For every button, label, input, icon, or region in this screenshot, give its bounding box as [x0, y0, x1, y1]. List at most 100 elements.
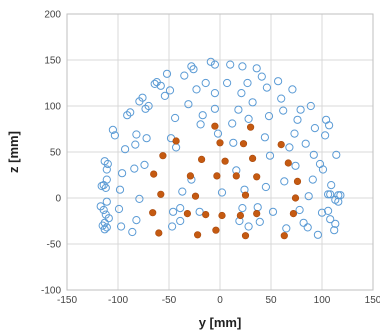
filled-point	[194, 231, 202, 239]
open-point	[210, 60, 219, 69]
open-point	[118, 169, 127, 178]
open-point	[140, 160, 149, 169]
open-point	[317, 208, 327, 217]
open-circle-series	[96, 57, 345, 239]
open-point	[168, 222, 177, 231]
open-point	[210, 89, 219, 98]
x-tick-labels: -150 -100 -50 0 50 100 150	[57, 295, 380, 306]
filled-point	[241, 232, 250, 240]
open-point	[288, 85, 297, 94]
open-point	[100, 218, 109, 227]
open-point	[115, 185, 125, 194]
filled-point	[149, 209, 157, 217]
x-tick-label: -150	[57, 295, 77, 306]
open-point	[299, 218, 308, 227]
open-point	[142, 134, 151, 143]
filled-point	[211, 122, 219, 130]
open-point	[327, 181, 336, 190]
open-point	[172, 143, 181, 152]
open-point	[325, 121, 334, 130]
open-point	[308, 175, 317, 184]
open-point	[184, 100, 193, 109]
open-point	[252, 64, 261, 73]
open-point	[318, 165, 328, 174]
filled-point	[239, 140, 248, 148]
filled-point	[202, 211, 210, 219]
open-point	[285, 143, 294, 152]
open-point	[99, 205, 108, 215]
open-point	[108, 125, 118, 134]
filled-point	[150, 170, 158, 178]
open-point	[326, 215, 335, 224]
open-point	[104, 214, 113, 223]
plot-area-border	[66, 13, 374, 291]
open-point	[160, 91, 169, 101]
filled-point	[183, 210, 191, 218]
filled-point	[191, 192, 200, 200]
open-point	[310, 124, 319, 133]
y-axis-title: z [mm]	[6, 131, 21, 173]
open-point	[255, 217, 264, 226]
open-point	[331, 219, 340, 228]
open-point	[261, 182, 270, 192]
open-point	[295, 205, 304, 215]
open-point	[268, 207, 278, 216]
open-point	[301, 139, 310, 148]
open-point	[262, 83, 271, 92]
open-point	[114, 204, 124, 214]
open-point	[326, 190, 335, 199]
open-point	[130, 164, 139, 173]
open-point	[244, 222, 253, 231]
open-point	[180, 71, 189, 80]
open-point	[253, 203, 262, 212]
open-point	[248, 98, 257, 107]
x-tick-label: 0	[217, 295, 223, 306]
open-point	[138, 93, 147, 102]
open-point	[121, 145, 130, 154]
open-point	[196, 120, 205, 129]
x-axis-title: y [mm]	[199, 315, 242, 330]
open-point	[223, 78, 232, 88]
open-point	[257, 72, 266, 81]
open-point	[195, 207, 204, 216]
open-point	[156, 81, 165, 90]
open-point	[150, 79, 159, 89]
open-point	[293, 115, 302, 124]
filled-point	[186, 172, 194, 180]
open-point	[144, 101, 153, 111]
open-point	[229, 138, 238, 147]
filled-point	[232, 172, 240, 180]
open-point	[198, 111, 207, 120]
open-point	[321, 131, 330, 140]
filled-point	[293, 177, 302, 185]
x-tick-label: 100	[314, 295, 331, 306]
open-point	[162, 69, 172, 78]
open-point	[277, 94, 286, 103]
open-point	[291, 161, 300, 170]
open-point	[290, 129, 299, 138]
filled-point	[221, 157, 229, 165]
open-point	[189, 65, 198, 74]
open-point	[330, 226, 339, 235]
filled-point	[159, 152, 167, 160]
y-tick-label: 50	[50, 148, 62, 159]
filled-point	[241, 191, 250, 199]
open-point	[280, 177, 289, 186]
filled-point	[236, 211, 244, 220]
open-point	[238, 62, 247, 71]
y-tick-label: 100	[44, 102, 61, 113]
open-point	[217, 188, 227, 197]
open-point	[324, 190, 333, 199]
open-point	[206, 57, 215, 66]
filled-point	[216, 139, 224, 147]
open-point	[274, 77, 283, 86]
y-tick-label: -50	[47, 240, 62, 251]
gridlines	[67, 14, 373, 290]
open-point	[336, 191, 345, 200]
open-point	[100, 157, 109, 166]
open-point	[238, 204, 247, 213]
open-point	[171, 113, 180, 123]
data-points	[96, 57, 345, 240]
open-point	[100, 225, 109, 234]
